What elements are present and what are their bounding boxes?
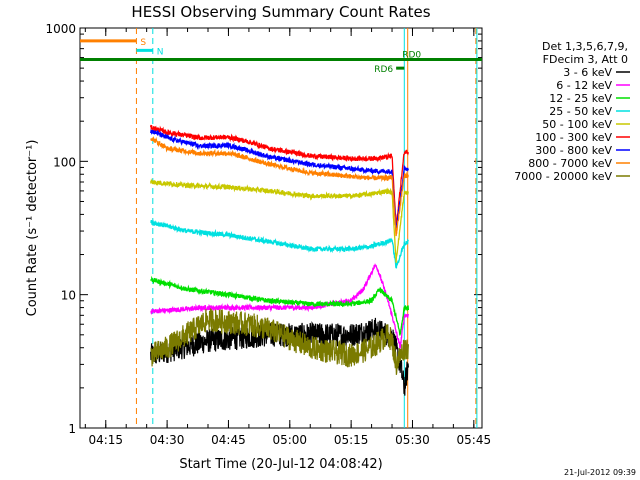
series-line [150, 275, 410, 336]
x-tick-label: 04:45 [211, 433, 246, 447]
status-bar-label: RD0 [402, 51, 421, 61]
timestamp: 21-Jul-2012 09:39 [564, 468, 636, 477]
legend-entry-label: 6 - 12 keV [556, 79, 612, 92]
chart-title: HESSI Observing Summary Count Rates [131, 3, 430, 21]
legend-entry-label: 12 - 25 keV [549, 92, 612, 105]
x-tick-label: 04:15 [88, 433, 123, 447]
series-line [150, 135, 409, 237]
series-line [150, 263, 410, 350]
legend-entry-label: 25 - 50 keV [549, 105, 612, 118]
legend-entry-label: 3 - 6 keV [563, 66, 612, 79]
x-tick-label: 05:30 [395, 433, 430, 447]
legend-entry-label: 300 - 800 keV [535, 144, 612, 157]
series-line [150, 124, 410, 230]
x-tick-label: 05:45 [457, 433, 492, 447]
status-bar-label: N [157, 47, 164, 57]
series-lines [150, 124, 410, 396]
y-tick-label: 1000 [45, 22, 76, 36]
plot-frame [79, 27, 483, 429]
x-axis-label: Start Time (20-Jul-12 04:08:42) [179, 457, 382, 472]
x-tick-label: 05:15 [334, 433, 369, 447]
status-bar-label: S [140, 38, 146, 48]
legend-entry-label: 7000 - 20000 keV [514, 170, 612, 183]
y-tick-label: 10 [61, 289, 76, 303]
x-tick-label: 04:30 [150, 433, 185, 447]
legend-entry-label: 800 - 7000 keV [528, 157, 612, 170]
y-tick-label: 1 [68, 422, 76, 436]
legend: Det 1,3,5,6,7,9,FDecim 3, Att 03 - 6 keV… [514, 40, 630, 183]
axes: 04:15 04:30 04:45 05:00 05:15 05:30 05:45 1 10 10… [45, 22, 491, 447]
legend-entry-label: 50 - 100 keV [542, 118, 612, 131]
series-line [150, 178, 410, 263]
legend-entry-label: 100 - 300 keV [535, 131, 612, 144]
y-tick-label: 100 [53, 155, 76, 169]
series-line [150, 219, 409, 269]
status-bar-label: RD6 [374, 65, 393, 75]
series-line [150, 308, 409, 375]
bar-annotations: S N RD0 RD6 [80, 38, 482, 75]
y-axis-label: Count Rate (s⁻¹ detector⁻¹) [25, 140, 40, 317]
legend-header: FDecim 3, Att 0 [543, 53, 628, 66]
vertical-markers [135, 28, 478, 428]
x-tick-label: 05:00 [272, 433, 307, 447]
series-line [150, 128, 409, 235]
legend-header: Det 1,3,5,6,7,9, [542, 40, 628, 53]
